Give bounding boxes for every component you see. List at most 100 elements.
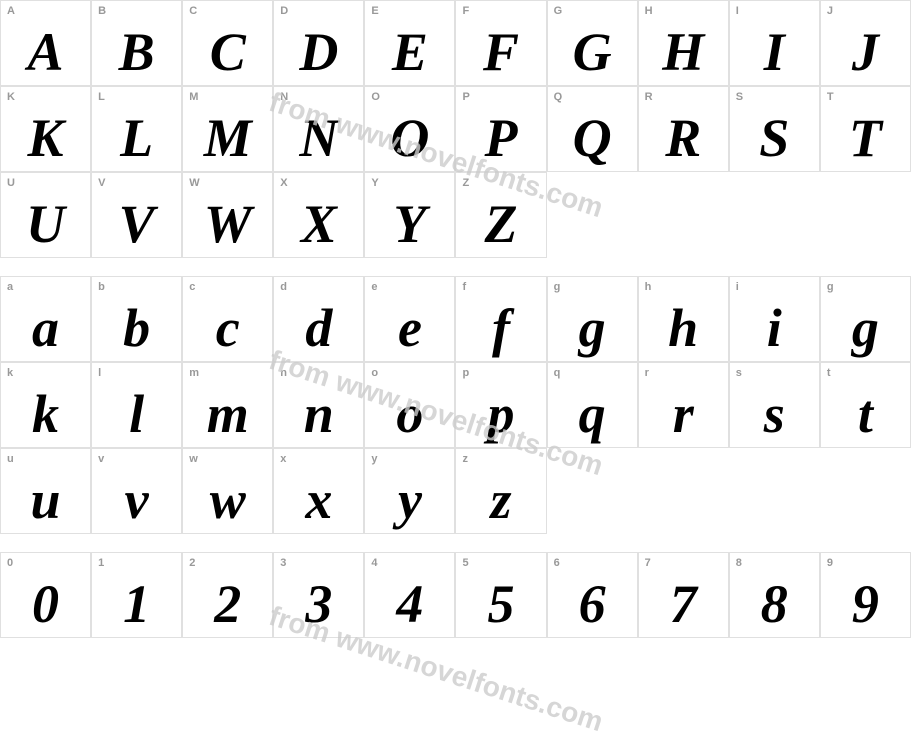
cell-glyph: 7: [639, 577, 728, 631]
glyph-cell: TT: [820, 86, 911, 172]
cell-glyph: Y: [365, 197, 454, 251]
cell-glyph: m: [183, 387, 272, 441]
cell-label: T: [827, 91, 834, 103]
cell-label: b: [98, 281, 105, 293]
cell-glyph: B: [92, 25, 181, 79]
cell-label: h: [645, 281, 652, 293]
section-lowercase: aabbccddeeffgghhiiggkkllmmnnooppqqrrsstt…: [0, 276, 911, 534]
cell-glyph: X: [274, 197, 363, 251]
glyph-cell: LL: [91, 86, 182, 172]
cell-glyph: o: [365, 387, 454, 441]
cell-label: S: [736, 91, 743, 103]
cell-glyph: n: [274, 387, 363, 441]
cell-glyph: q: [548, 387, 637, 441]
glyph-cell: PP: [455, 86, 546, 172]
glyph-cell: zz: [455, 448, 546, 534]
cell-glyph: 8: [730, 577, 819, 631]
glyph-row: uuvvwwxxyyzz: [0, 448, 911, 534]
glyph-cell: VV: [91, 172, 182, 258]
cell-label: g: [827, 281, 834, 293]
cell-label: z: [462, 453, 468, 465]
cell-glyph: R: [639, 111, 728, 165]
cell-label: f: [462, 281, 466, 293]
glyph-cell: [547, 172, 638, 258]
cell-label: X: [280, 177, 287, 189]
cell-label: q: [554, 367, 561, 379]
cell-label: H: [645, 5, 653, 17]
cell-label: R: [645, 91, 653, 103]
cell-label: G: [554, 5, 563, 17]
glyph-row: 00112233445566778899: [0, 552, 911, 638]
glyph-cell: dd: [273, 276, 364, 362]
glyph-cell: SS: [729, 86, 820, 172]
glyph-cell: WW: [182, 172, 273, 258]
glyph-cell: UU: [0, 172, 91, 258]
glyph-cell: 88: [729, 552, 820, 638]
glyph-cell: CC: [182, 0, 273, 86]
glyph-cell: XX: [273, 172, 364, 258]
glyph-cell: JJ: [820, 0, 911, 86]
cell-label: 3: [280, 557, 286, 569]
glyph-row: AABBCCDDEEFFGGHHIIJJ: [0, 0, 911, 86]
cell-label: V: [98, 177, 105, 189]
cell-glyph: v: [92, 473, 181, 527]
cell-glyph: Q: [548, 111, 637, 165]
glyph-cell: gg: [820, 276, 911, 362]
cell-glyph: g: [548, 301, 637, 355]
cell-glyph: s: [730, 387, 819, 441]
cell-glyph: K: [1, 111, 90, 165]
cell-label: x: [280, 453, 286, 465]
glyph-cell: FF: [455, 0, 546, 86]
cell-glyph: b: [92, 301, 181, 355]
cell-label: 0: [7, 557, 13, 569]
cell-label: e: [371, 281, 377, 293]
cell-glyph: c: [183, 301, 272, 355]
cell-glyph: U: [1, 197, 90, 251]
cell-glyph: a: [1, 301, 90, 355]
glyph-cell: [638, 448, 729, 534]
cell-glyph: u: [1, 473, 90, 527]
cell-glyph: e: [365, 301, 454, 355]
cell-label: n: [280, 367, 287, 379]
cell-label: C: [189, 5, 197, 17]
glyph-cell: [820, 172, 911, 258]
cell-label: 2: [189, 557, 195, 569]
cell-glyph: l: [92, 387, 181, 441]
cell-glyph: W: [183, 197, 272, 251]
cell-glyph: 0: [1, 577, 90, 631]
glyph-cell: 77: [638, 552, 729, 638]
glyph-cell: tt: [820, 362, 911, 448]
cell-label: 7: [645, 557, 651, 569]
cell-label: K: [7, 91, 15, 103]
cell-glyph: N: [274, 111, 363, 165]
glyph-cell: 66: [547, 552, 638, 638]
cell-glyph: 4: [365, 577, 454, 631]
cell-glyph: L: [92, 111, 181, 165]
cell-glyph: P: [456, 111, 545, 165]
cell-label: E: [371, 5, 378, 17]
glyph-cell: kk: [0, 362, 91, 448]
glyph-cell: ii: [729, 276, 820, 362]
cell-glyph: 2: [183, 577, 272, 631]
cell-label: d: [280, 281, 287, 293]
cell-label: p: [462, 367, 469, 379]
section-gap: [0, 534, 911, 552]
cell-label: F: [462, 5, 469, 17]
cell-glyph: f: [456, 301, 545, 355]
cell-label: 8: [736, 557, 742, 569]
cell-glyph: V: [92, 197, 181, 251]
cell-label: Z: [462, 177, 469, 189]
cell-glyph: 9: [821, 577, 910, 631]
glyph-cell: xx: [273, 448, 364, 534]
section-gap: [0, 258, 911, 276]
glyph-cell: gg: [547, 276, 638, 362]
cell-label: U: [7, 177, 15, 189]
cell-glyph: p: [456, 387, 545, 441]
glyph-cell: 11: [91, 552, 182, 638]
cell-glyph: x: [274, 473, 363, 527]
cell-label: L: [98, 91, 105, 103]
glyph-cell: [729, 448, 820, 534]
glyph-cell: ff: [455, 276, 546, 362]
cell-label: c: [189, 281, 195, 293]
cell-label: 9: [827, 557, 833, 569]
